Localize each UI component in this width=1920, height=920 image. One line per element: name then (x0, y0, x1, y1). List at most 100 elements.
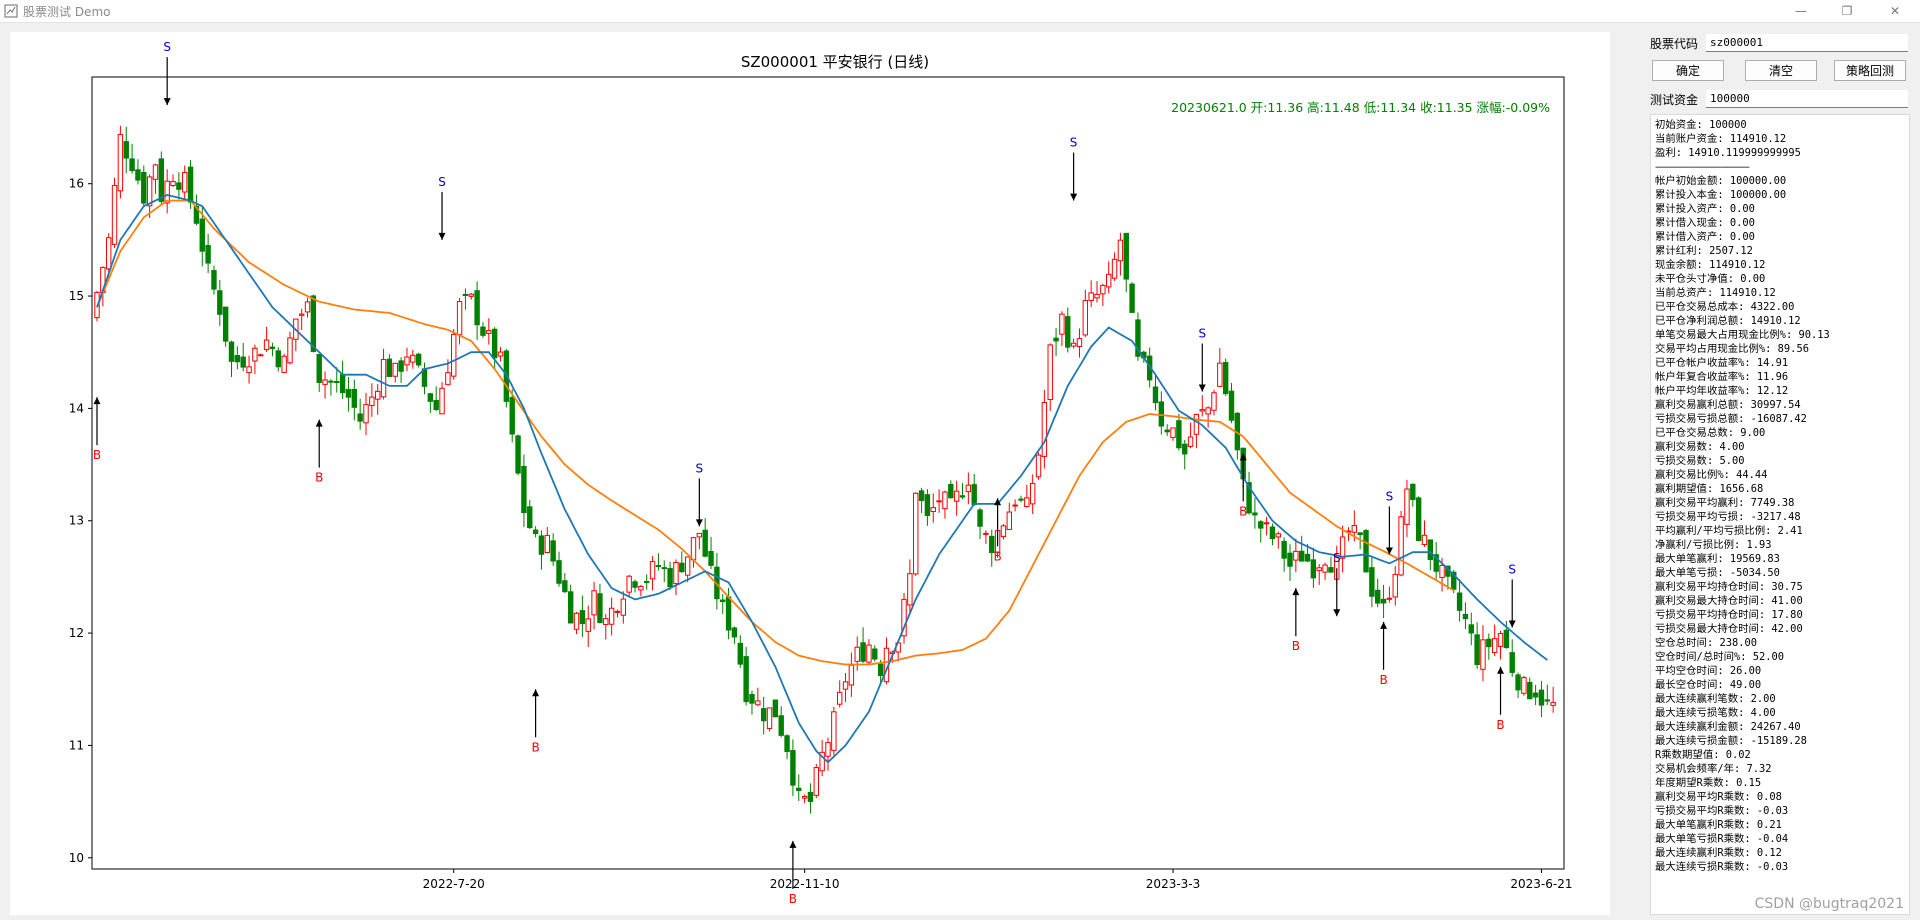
candle-body (1509, 652, 1515, 673)
stock-code-input[interactable] (1706, 34, 1908, 52)
buy-marker: B (789, 892, 797, 906)
candle-body (1544, 699, 1551, 702)
candle-body (228, 341, 235, 362)
stat-line: 累计红利: 2507.12 (1655, 245, 1753, 257)
candle-body (275, 350, 281, 368)
candle-body (936, 500, 942, 503)
buy-arrowhead (1292, 588, 1300, 596)
candle-body (380, 359, 387, 398)
candle-body (1491, 638, 1498, 653)
candle-body (1088, 292, 1094, 301)
candle-body (959, 495, 966, 498)
candle-body (1070, 342, 1077, 347)
stat-line: 最大连续亏损R乘数: -0.03 (1655, 861, 1789, 873)
candle-body (1456, 592, 1463, 611)
candle-body (620, 598, 627, 616)
clear-button[interactable]: 清空 (1745, 60, 1817, 81)
candle-body (1421, 534, 1428, 546)
candle-body (1176, 420, 1182, 449)
candle-body (567, 591, 574, 624)
maximize-icon[interactable]: ❐ (1841, 4, 1853, 18)
candle-body (369, 396, 375, 407)
sell-arrowhead (438, 232, 446, 240)
candle-body (263, 339, 270, 351)
candle-body (322, 379, 328, 385)
candle-body (1322, 564, 1328, 573)
sell-marker: S (1070, 136, 1078, 150)
candle-body (1065, 316, 1071, 348)
candle-body (328, 380, 334, 383)
sell-marker: S (438, 175, 446, 189)
candle-body (930, 507, 936, 513)
close-icon[interactable]: ✕ (1889, 4, 1901, 18)
window-title: 股票测试 Demo (23, 5, 111, 19)
sell-arrowhead (1333, 609, 1341, 617)
buy-arrowhead (1380, 621, 1388, 629)
candle-body (1293, 550, 1299, 561)
candle-body (135, 169, 141, 181)
candle-body (989, 535, 995, 554)
candle-body (626, 575, 632, 593)
stat-line: 平均空仓时间: 26.00 (1655, 665, 1762, 677)
candle-body (819, 751, 825, 772)
buy-arrowhead (1239, 453, 1247, 461)
candle-body (1222, 361, 1229, 395)
candle-body (445, 372, 451, 386)
candle-body (544, 534, 550, 554)
candle-body (521, 465, 527, 514)
candle-body (164, 180, 170, 204)
candle-body (1164, 429, 1170, 433)
minimize-icon[interactable]: — (1795, 4, 1807, 18)
candle-body (655, 565, 662, 568)
confirm-button[interactable]: 确定 (1652, 60, 1724, 81)
candle-body (836, 691, 843, 705)
candle-body (1527, 681, 1533, 700)
candle-body (205, 245, 211, 264)
candle-body (1205, 407, 1211, 415)
candle-body (1480, 639, 1486, 670)
stat-line: 交易平均占用现金比例%: 89.56 (1655, 343, 1809, 355)
candle-body (842, 681, 849, 690)
stat-summary-line: 当前账户资金: 114910.12 (1655, 133, 1787, 145)
candle-body (269, 346, 276, 350)
candle-body (796, 787, 802, 791)
buy-marker: B (531, 740, 539, 754)
buy-marker: B (1379, 673, 1387, 687)
stat-line: 赢利交易平均赢利: 7749.38 (1655, 497, 1795, 509)
sell-arrowhead (1198, 384, 1206, 392)
stat-line: 赢利交易比例%: 44.44 (1655, 469, 1768, 481)
candle-body (123, 141, 129, 159)
candle-body (141, 171, 147, 204)
stat-line: 赢利期望值: 1656.68 (1655, 483, 1764, 495)
candle-body (1076, 338, 1083, 347)
candle-body (807, 791, 814, 802)
stat-line: 累计投入本金: 100000.00 (1655, 189, 1787, 201)
candle-body (942, 491, 948, 510)
stat-line: 已平仓交易总成本: 4322.00 (1655, 301, 1795, 313)
candle-body (1041, 402, 1048, 457)
x-tick-label: 2022-7-20 (423, 877, 485, 891)
stat-line: 空仓总时间: 238.00 (1655, 637, 1757, 649)
stat-line: 现金余额: 114910.12 (1655, 259, 1766, 271)
candle-body (737, 642, 743, 665)
candle-body (749, 693, 755, 704)
capital-input[interactable] (1706, 90, 1908, 108)
stat-summary-line: 初始资金: 100000 (1655, 119, 1747, 131)
candle-body (1538, 689, 1545, 706)
candle-body (316, 354, 322, 383)
candle-body (866, 644, 872, 663)
candle-body (690, 537, 697, 561)
stat-line: 已平仓交易总数: 9.00 (1655, 427, 1766, 439)
candle-body (1281, 540, 1287, 559)
candle-body (152, 164, 159, 180)
candle-body (1094, 293, 1100, 299)
candle-body (497, 351, 504, 357)
candle-body (398, 360, 404, 372)
candle-body (1532, 692, 1539, 698)
sell-arrowhead (695, 519, 703, 527)
y-tick-label: 10 (69, 851, 84, 865)
stat-line: 最大连续亏损金额: -15189.28 (1655, 735, 1807, 747)
candle-body (427, 393, 434, 402)
stat-line: 空仓时间/总时间%: 52.00 (1655, 651, 1785, 663)
backtest-button[interactable]: 策略回测 (1834, 60, 1906, 81)
